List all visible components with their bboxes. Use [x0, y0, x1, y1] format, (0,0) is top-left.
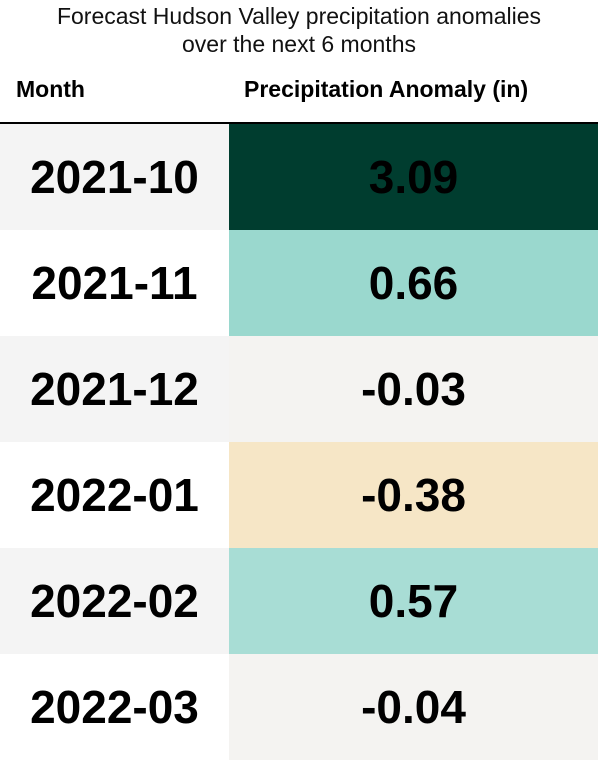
table-row: 2021-11 0.66	[0, 230, 598, 336]
table-row: 2021-10 3.09	[0, 124, 598, 230]
table-header: Month Precipitation Anomaly (in)	[0, 74, 598, 112]
table-row: 2021-12 -0.03	[0, 336, 598, 442]
anomaly-cell: -0.38	[229, 442, 598, 548]
column-header-anomaly: Precipitation Anomaly (in)	[244, 76, 529, 102]
column-header-month: Month	[16, 76, 85, 102]
anomaly-cell: 3.09	[229, 124, 598, 230]
table-row: 2022-03 -0.04	[0, 654, 598, 760]
chart-title: Forecast Hudson Valley precipitation ano…	[0, 2, 598, 58]
chart-title-line-2: over the next 6 months	[182, 31, 416, 57]
data-table: 2021-10 3.09 2021-11 0.66 2021-12 -0.03 2022-0…	[0, 124, 598, 760]
month-cell: 2021-11	[0, 230, 229, 336]
header-rule	[0, 122, 598, 124]
month-cell: 2022-01	[0, 442, 229, 548]
anomaly-cell: -0.03	[229, 336, 598, 442]
anomaly-cell: -0.04	[229, 654, 598, 760]
table-row: 2022-02 0.57	[0, 548, 598, 654]
anomaly-cell: 0.57	[229, 548, 598, 654]
anomaly-cell: 0.66	[229, 230, 598, 336]
month-cell: 2021-12	[0, 336, 229, 442]
chart-title-line-1: Forecast Hudson Valley precipitation ano…	[56, 3, 542, 29]
month-cell: 2022-03	[0, 654, 229, 760]
table-row: 2022-01 -0.38	[0, 442, 598, 548]
month-cell: 2021-10	[0, 124, 229, 230]
month-cell: 2022-02	[0, 548, 229, 654]
